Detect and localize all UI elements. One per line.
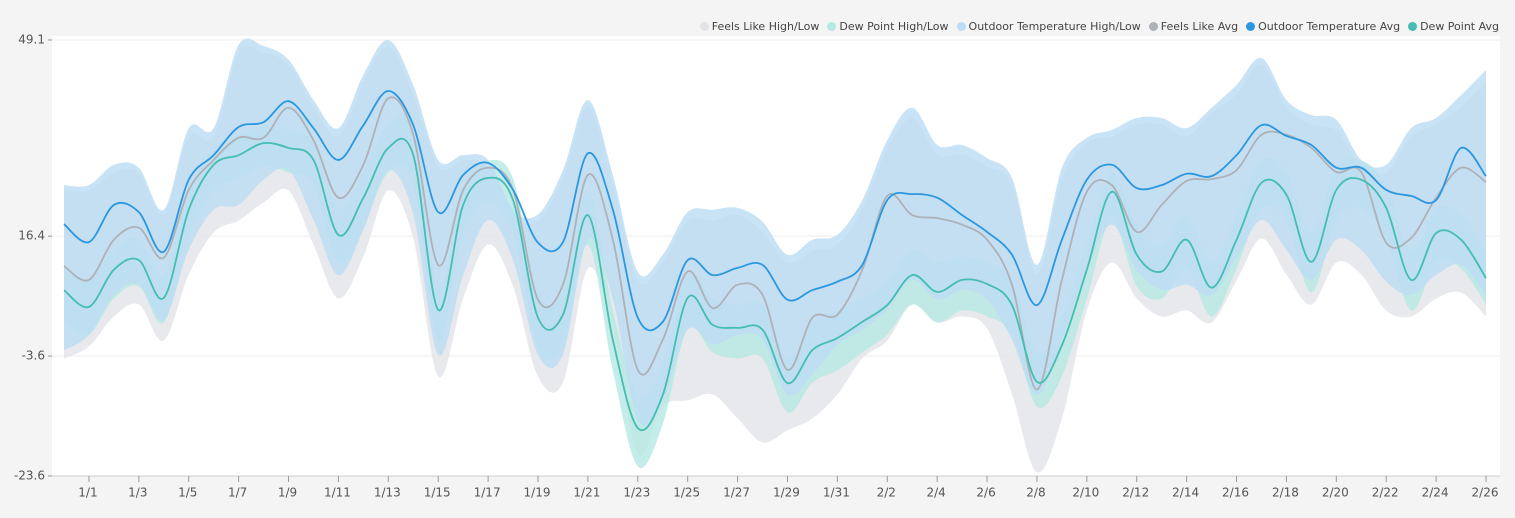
legend-item[interactable]: Dew Point Avg	[1408, 20, 1499, 33]
x-tick-label: 1/1	[78, 486, 97, 500]
y-tick-label: -23.6	[14, 469, 45, 483]
x-tick-label: 2/24	[1422, 486, 1449, 500]
legend-label: Feels Like Avg	[1160, 20, 1239, 33]
x-tick-label: 2/2	[877, 486, 896, 500]
x-tick-label: 1/15	[424, 486, 451, 500]
x-tick-label: 1/17	[474, 486, 501, 500]
legend-swatch	[1148, 22, 1158, 31]
x-tick-label: 1/7	[228, 486, 247, 500]
x-tick-label: 2/14	[1172, 486, 1199, 500]
legend-label: Outdoor Temperature Avg	[1258, 20, 1401, 33]
legend-label: Dew Point Avg	[1420, 20, 1499, 33]
legend-item[interactable]: Feels Like High/Low	[699, 20, 820, 33]
x-tick-label: 2/16	[1222, 486, 1249, 500]
x-tick-label: 1/9	[278, 486, 297, 500]
avg-line	[63, 137, 1487, 432]
legend: Feels Like High/Low Dew Point High/Low Out…	[699, 20, 1499, 33]
x-tick-label: 1/29	[773, 486, 800, 500]
x-tick-label: 1/21	[573, 486, 600, 500]
x-tick-label: 1/27	[723, 486, 750, 500]
y-tick-label: 16.4	[18, 229, 45, 243]
x-tick-label: 1/13	[374, 486, 401, 500]
x-tick-label: 1/25	[673, 486, 700, 500]
x-tick-label: 1/19	[524, 486, 551, 500]
x-tick-label: 1/11	[324, 486, 351, 500]
legend-item[interactable]: Outdoor Temperature High/Low	[956, 20, 1141, 33]
x-tick-label: 2/26	[1472, 486, 1499, 500]
legend-item[interactable]: Dew Point High/Low	[827, 20, 949, 33]
legend-swatch	[1246, 22, 1256, 31]
legend-swatch	[956, 22, 966, 31]
legend-label: Dew Point High/Low	[839, 20, 949, 33]
x-tick-label: 2/6	[976, 486, 995, 500]
y-tick-label: -3.6	[22, 349, 45, 363]
legend-swatch	[699, 22, 709, 31]
x-tick-label: 1/3	[128, 486, 147, 500]
range-band	[64, 38, 1486, 426]
x-tick-label: 2/22	[1372, 486, 1399, 500]
x-tick-label: 1/5	[178, 486, 197, 500]
x-tick-label: 2/18	[1272, 486, 1299, 500]
legend-label: Feels Like High/Low	[711, 20, 820, 33]
legend-label: Outdoor Temperature High/Low	[968, 20, 1141, 33]
avg-line	[63, 90, 1487, 332]
x-tick-label: 2/10	[1072, 486, 1099, 500]
legend-item[interactable]: Outdoor Temperature Avg	[1246, 20, 1400, 33]
legend-swatch	[827, 22, 837, 31]
legend-item[interactable]: Feels Like Avg	[1148, 20, 1239, 33]
x-tick-label: 2/4	[927, 486, 946, 500]
y-tick-label: 49.1	[18, 33, 45, 47]
avg-line	[63, 96, 1487, 391]
legend-swatch	[1408, 22, 1418, 31]
x-tick-label: 2/12	[1122, 486, 1149, 500]
x-tick-label: 1/31	[823, 486, 850, 500]
x-tick-label: 2/20	[1322, 486, 1349, 500]
x-tick-label: 2/8	[1026, 486, 1045, 500]
x-tick-label: 1/23	[623, 486, 650, 500]
